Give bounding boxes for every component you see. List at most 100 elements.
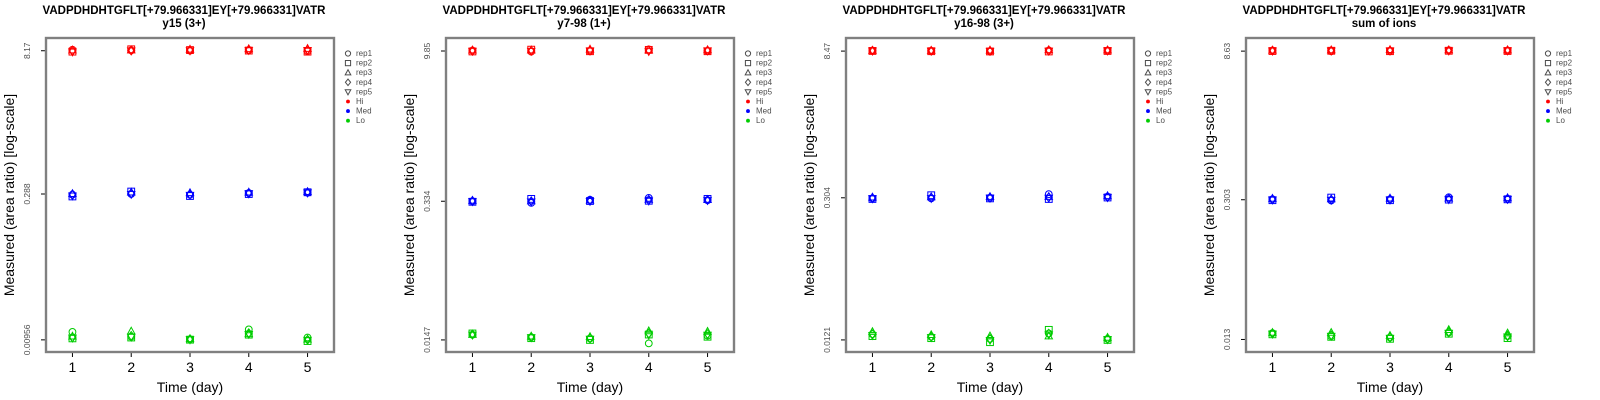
data-points xyxy=(467,44,713,348)
triangle-down-icon xyxy=(126,47,136,56)
triangle-up-icon xyxy=(644,194,654,203)
triangle-down-icon xyxy=(526,198,536,207)
triangle-down-icon xyxy=(644,331,654,341)
legend-label-rep3: rep3 xyxy=(1156,68,1173,77)
dot-icon xyxy=(1146,99,1150,104)
y-tick-label: 0.0121 xyxy=(822,327,832,353)
legend-label-rep5: rep5 xyxy=(1556,87,1573,96)
triangle-up-icon xyxy=(585,195,595,204)
y-tick-label: 0.303 xyxy=(1222,189,1232,211)
triangle-up-icon xyxy=(985,331,995,340)
triangle-down-icon xyxy=(867,332,877,341)
triangle-down-icon xyxy=(1326,332,1336,342)
x-tick-label: 3 xyxy=(1386,359,1394,375)
chart-panel-3: VADPDHDHTGFLT[+79.966331]EY[+79.966331]V… xyxy=(800,0,1200,400)
legend-label-rep1: rep1 xyxy=(756,49,773,58)
data-points xyxy=(867,44,1113,347)
square-icon xyxy=(744,60,752,67)
triangle-down-icon xyxy=(244,47,254,56)
triangle-up-icon xyxy=(926,45,936,54)
triangle-down-icon xyxy=(344,89,352,96)
x-tick-label: 1 xyxy=(469,359,477,375)
dot-icon xyxy=(1146,109,1150,114)
triangle-down-icon xyxy=(926,334,936,343)
y-tick-label: 0.013 xyxy=(1222,329,1232,351)
triangle-up-icon xyxy=(1503,45,1513,54)
x-axis-label: Time (day) xyxy=(557,379,623,395)
y-axis-label: Measured (area ratio) [log-scale] xyxy=(1201,94,1217,296)
y-tick-label: 0.0147 xyxy=(422,327,432,353)
triangle-down-icon xyxy=(1144,89,1152,96)
square-icon xyxy=(703,332,712,341)
triangle-down-icon xyxy=(1267,330,1277,339)
triangle-up-icon xyxy=(867,326,877,335)
triangle-down-icon xyxy=(867,47,877,56)
legend-label-med: Med xyxy=(756,107,772,116)
triangle-down-icon xyxy=(1103,336,1113,345)
x-tick-label: 2 xyxy=(127,359,135,375)
legend-label-rep2: rep2 xyxy=(356,59,373,68)
circle-icon xyxy=(1144,50,1152,57)
x-tick-label: 2 xyxy=(1327,359,1335,375)
diamond-icon xyxy=(344,78,352,87)
x-tick-label: 4 xyxy=(1045,359,1053,375)
panel-title: VADPDHDHTGFLT[+79.966331]EY[+79.966331]V… xyxy=(1243,5,1527,17)
triangle-down-icon xyxy=(67,192,77,201)
triangle-down-icon xyxy=(1503,333,1513,342)
legend-label-med: Med xyxy=(356,107,372,116)
x-tick-label: 1 xyxy=(69,359,77,375)
triangle-up-icon xyxy=(1444,45,1454,54)
panel-subtitle: y16-98 (3+) xyxy=(954,18,1014,30)
y-tick-label: 9.85 xyxy=(422,42,432,59)
dot-icon xyxy=(346,109,350,114)
x-tick-label: 2 xyxy=(927,359,935,375)
triangle-down-icon xyxy=(867,195,877,204)
legend-label-rep1: rep1 xyxy=(1156,49,1173,58)
triangle-down-icon xyxy=(244,330,254,340)
triangle-down-icon xyxy=(985,194,995,204)
legend-label-lo: Lo xyxy=(756,116,765,125)
triangle-down-icon xyxy=(1044,194,1054,204)
y-tick-label: 0.288 xyxy=(22,183,32,205)
triangle-up-icon xyxy=(303,334,313,343)
dot-icon xyxy=(746,99,750,104)
triangle-down-icon xyxy=(703,47,713,56)
panel-title: VADPDHDHTGFLT[+79.966331]EY[+79.966331]V… xyxy=(843,5,1127,17)
dot-icon xyxy=(746,118,750,123)
x-tick-label: 5 xyxy=(1104,359,1112,375)
x-tick-label: 5 xyxy=(704,359,712,375)
dot-icon xyxy=(1546,99,1550,104)
panel-title: VADPDHDHTGFLT[+79.966331]EY[+79.966331]V… xyxy=(43,5,327,17)
triangle-down-icon xyxy=(185,47,195,56)
y-axis-label: Measured (area ratio) [log-scale] xyxy=(401,94,417,296)
legend-label-rep5: rep5 xyxy=(356,87,373,96)
dot-icon xyxy=(346,118,350,123)
triangle-down-icon xyxy=(1326,47,1336,56)
dot-icon xyxy=(746,109,750,114)
dot-icon xyxy=(1546,118,1550,123)
x-tick-label: 3 xyxy=(986,359,994,375)
legend-label-lo: Lo xyxy=(1556,116,1565,125)
triangle-down-icon xyxy=(644,197,654,206)
triangle-up-icon xyxy=(1326,327,1336,336)
circle-icon xyxy=(244,325,253,334)
panel-title: VADPDHDHTGFLT[+79.966331]EY[+79.966331]V… xyxy=(443,5,727,17)
triangle-up-icon xyxy=(867,45,877,54)
diamond-icon xyxy=(1544,78,1552,87)
triangle-down-icon xyxy=(303,47,313,56)
triangle-up-icon xyxy=(1503,328,1513,337)
triangle-down-icon xyxy=(926,195,936,204)
x-axis-label: Time (day) xyxy=(157,379,223,395)
plot-frame xyxy=(44,36,336,354)
triangle-down-icon xyxy=(467,331,477,341)
x-tick-label: 5 xyxy=(304,359,312,375)
triangle-down-icon xyxy=(126,333,136,343)
triangle-down-icon xyxy=(985,47,995,57)
triangle-down-icon xyxy=(1267,196,1277,205)
triangle-up-icon xyxy=(1144,68,1152,76)
triangle-down-icon xyxy=(1385,196,1395,205)
triangle-down-icon xyxy=(303,336,313,346)
